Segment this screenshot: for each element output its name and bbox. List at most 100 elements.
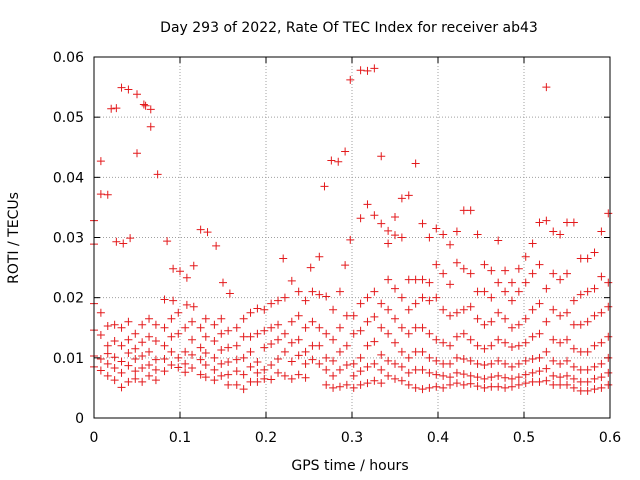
data-point-plus	[110, 376, 119, 385]
data-point-plus	[590, 341, 599, 350]
data-point-plus	[210, 353, 219, 362]
data-point-plus	[487, 266, 496, 275]
data-point-plus	[189, 302, 198, 311]
data-point-plus	[224, 380, 233, 389]
data-point-plus	[432, 370, 441, 379]
data-point-plus	[411, 347, 420, 356]
data-point-plus	[542, 364, 551, 373]
data-point-plus	[549, 335, 558, 344]
data-point-plus	[196, 355, 205, 364]
data-point-plus	[590, 248, 599, 257]
data-point-plus	[569, 296, 578, 305]
data-point-plus	[521, 278, 530, 287]
data-point-plus	[131, 374, 140, 383]
data-point-plus	[363, 293, 372, 302]
data-point-plus	[182, 273, 191, 282]
data-point-plus	[411, 323, 420, 332]
data-point-plus	[119, 239, 128, 248]
data-point-plus	[514, 264, 523, 273]
data-point-plus	[535, 353, 544, 362]
data-point-plus	[576, 365, 585, 374]
data-point-plus	[196, 323, 205, 332]
data-point-plus	[563, 335, 571, 344]
data-point-plus	[301, 323, 310, 332]
data-point-plus	[217, 359, 226, 368]
data-point-plus	[335, 347, 344, 356]
data-point-plus	[103, 359, 112, 368]
y-tick-label: 0.01	[53, 351, 84, 367]
data-point-plus	[188, 364, 197, 373]
data-point-plus	[151, 365, 160, 374]
data-point-plus	[131, 355, 140, 364]
data-point-plus	[480, 260, 489, 269]
data-point-plus	[466, 379, 475, 388]
data-point-plus	[356, 214, 365, 223]
data-point-plus	[528, 269, 537, 278]
data-point-plus	[335, 365, 344, 374]
x-tick-label: 0.3	[341, 430, 363, 446]
data-point-plus	[260, 305, 269, 314]
data-point-plus	[182, 300, 191, 309]
data-point-plus	[110, 320, 119, 329]
data-point-plus	[507, 343, 516, 352]
data-point-plus	[452, 379, 461, 388]
data-point-plus	[107, 104, 116, 113]
x-tick-label: 0	[90, 430, 99, 446]
x-tick-labels: 0 0.1 0.2 0.3 0.4 0.5 0.6	[90, 430, 622, 446]
data-point-plus	[501, 338, 510, 347]
data-point-plus	[335, 382, 344, 391]
data-point-plus	[507, 278, 516, 287]
data-point-plus	[397, 362, 406, 371]
data-point-plus	[96, 190, 105, 199]
data-point-plus	[181, 347, 190, 356]
data-point-plus	[397, 293, 406, 302]
data-point-plus	[590, 311, 599, 320]
data-point-plus	[138, 320, 147, 329]
y-tick-label: 0.02	[53, 291, 84, 307]
data-point-plus	[487, 341, 496, 350]
data-point-plus	[480, 383, 489, 392]
data-point-plus	[138, 377, 147, 386]
data-point-plus	[341, 147, 350, 156]
data-point-plus	[439, 230, 448, 239]
data-point-plus	[160, 341, 169, 350]
x-tick-label: 0.1	[169, 430, 191, 446]
data-point-plus	[563, 371, 571, 380]
data-point-plus	[188, 350, 197, 359]
data-point-plus	[370, 359, 379, 368]
data-point-plus	[201, 314, 210, 323]
data-point-plus	[597, 359, 606, 368]
data-point-plus	[124, 377, 133, 386]
data-point-plus	[501, 266, 510, 275]
data-point-plus	[459, 206, 468, 215]
data-point-plus	[329, 305, 338, 314]
data-point-plus	[432, 260, 441, 269]
data-point-plus	[188, 335, 197, 344]
data-point-plus	[583, 254, 592, 263]
data-point-plus	[418, 219, 427, 228]
data-point-plus	[494, 335, 503, 344]
data-point-plus	[329, 383, 338, 392]
data-point-plus	[346, 235, 355, 244]
data-point-plus	[181, 359, 190, 368]
grid-lines	[94, 57, 610, 418]
data-point-plus	[514, 373, 523, 382]
data-point-plus	[138, 352, 147, 361]
data-point-plus	[103, 371, 112, 380]
data-point-plus	[370, 337, 379, 346]
data-point-plus	[363, 200, 372, 209]
data-point-plus	[439, 269, 448, 278]
data-point-plus	[494, 356, 503, 365]
data-point-plus	[446, 380, 455, 389]
data-point-plus	[439, 338, 448, 347]
data-point-plus	[315, 359, 324, 368]
data-point-plus	[418, 347, 427, 356]
data-point-plus	[133, 90, 141, 99]
data-point-plus	[384, 356, 393, 365]
data-point-plus	[549, 227, 558, 236]
data-point-plus	[315, 290, 324, 299]
data-point-plus	[418, 293, 427, 302]
data-point-plus	[473, 314, 482, 323]
data-point-plus	[239, 370, 248, 379]
data-point-plus	[349, 383, 358, 392]
